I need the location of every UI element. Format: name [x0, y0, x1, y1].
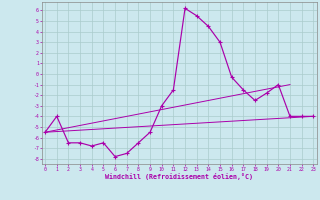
X-axis label: Windchill (Refroidissement éolien,°C): Windchill (Refroidissement éolien,°C): [105, 173, 253, 180]
